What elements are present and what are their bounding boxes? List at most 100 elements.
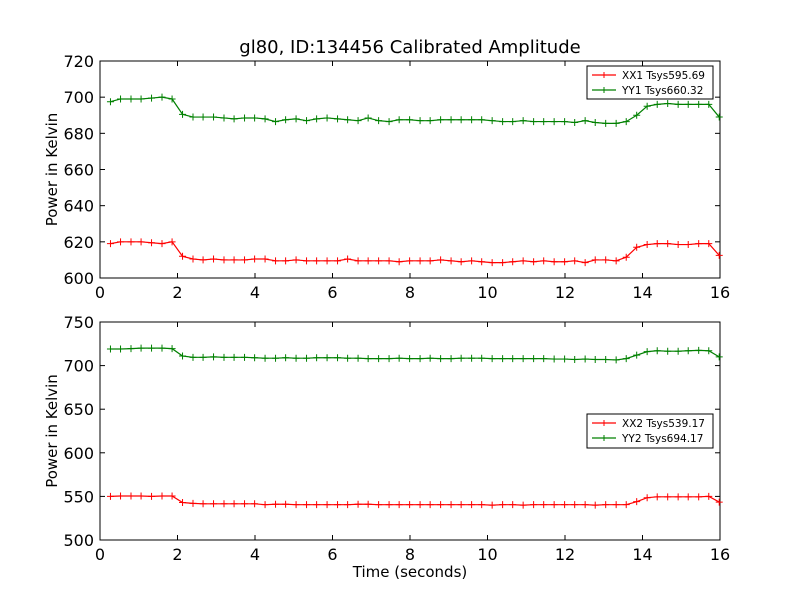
x-tick-label: 2 [172,283,182,302]
data-point [385,501,393,509]
y-tick-label: 660 [63,161,94,180]
data-point [179,352,187,360]
data-point [303,501,311,509]
data-point [591,256,599,264]
data-point [292,501,300,509]
y-axis-label: Power in Kelvin [43,374,61,488]
data-point [334,115,342,123]
data-point [509,355,517,363]
data-point [137,344,145,352]
data-point [581,117,589,125]
y-tick-label: 620 [63,233,94,252]
data-point [550,258,558,266]
data-point [261,354,269,362]
data-point [416,257,424,265]
data-point [385,118,393,126]
data-point [540,501,548,509]
data-point [540,257,548,265]
data-point [344,501,352,509]
data-point [148,239,156,247]
data-point [179,499,187,507]
data-point [602,119,610,127]
data-point [406,257,414,265]
data-point [447,116,455,124]
data-point [230,115,238,123]
data-point [581,259,589,267]
data-point [189,113,197,121]
data-point [364,355,372,363]
data-point [591,355,599,363]
data-point [705,240,713,248]
data-point [106,492,114,500]
top-panel: 0 2 4 6 8 10 12 14 16 600 620 640 660 680 700 720 Power … [43,52,730,302]
data-point [137,95,145,103]
x-tick-label: 12 [555,545,575,564]
data-point [272,354,280,362]
data-point [684,493,692,501]
data-point [220,500,228,508]
data-point [282,257,290,265]
data-point [581,501,589,509]
y-tick-label: 500 [63,531,94,550]
data-point [561,355,569,363]
data-point [148,94,156,102]
x-tick-label: 8 [405,283,415,302]
data-point [323,257,331,265]
data-point [127,345,135,353]
legend-label: XX2 Tsys539.17 [622,418,705,430]
data-point [426,501,434,509]
data-point [344,255,352,263]
data-point [416,355,424,363]
data-point [633,498,641,506]
data-point [457,354,465,362]
data-point [457,501,465,509]
data-point [385,355,393,363]
data-point [519,355,527,363]
data-point [478,501,486,509]
data-point [540,118,548,126]
data-point [426,117,434,125]
data-point [241,500,249,508]
data-point [189,353,197,361]
data-point [622,253,630,261]
data-point [633,111,641,119]
legend-marker [601,72,607,78]
data-point [509,258,517,266]
data-point [591,118,599,126]
x-tick-label: 0 [95,545,105,564]
data-point [437,501,445,509]
data-point [468,501,476,509]
data-point [230,256,238,264]
data-point [591,501,599,509]
x-tick-label: 8 [405,545,415,564]
data-point [571,501,579,509]
y-tick-label: 600 [63,269,94,288]
data-point [499,501,507,509]
data-point [323,114,331,122]
data-point [643,494,651,502]
data-point [303,117,311,125]
legend-box [586,413,714,449]
data-point [426,257,434,265]
data-point [168,492,176,500]
data-point [127,95,135,103]
x-tick-label: 10 [477,545,497,564]
x-tick-label: 4 [250,545,260,564]
data-point [664,99,672,107]
data-point [334,354,342,362]
data-point [437,116,445,124]
data-point [251,354,259,362]
legend-marker [601,420,607,426]
data-point [664,493,672,501]
data-point [561,258,569,266]
data-point [251,114,259,122]
y-tick-label: 640 [63,197,94,216]
data-point [478,116,486,124]
data-point [313,501,321,509]
data-point [158,344,166,352]
data-point [540,355,548,363]
data-point [571,257,579,265]
data-point [457,116,465,124]
legend-marker [601,435,607,441]
data-point [127,492,135,500]
